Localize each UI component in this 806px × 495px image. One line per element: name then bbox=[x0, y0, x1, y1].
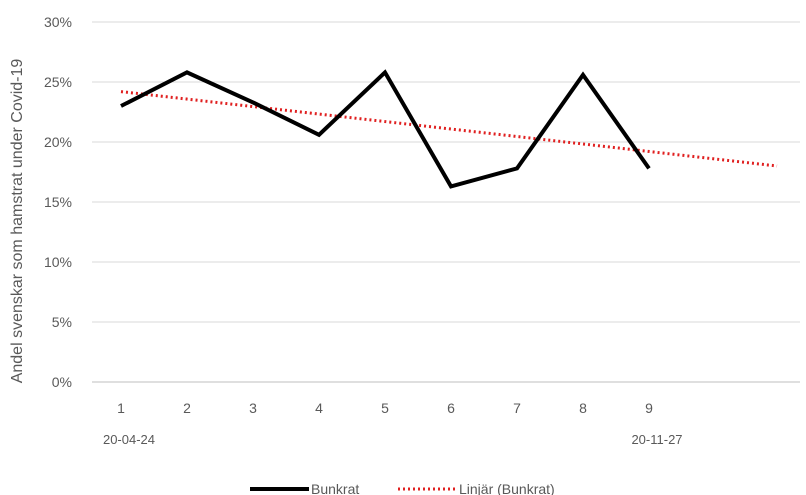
x-tick-label: 8 bbox=[579, 400, 587, 416]
trendline-linear bbox=[120, 90, 778, 168]
legend-label-trendline: Linjär (Bunkrat) bbox=[459, 481, 555, 495]
x-tick-label: 9 bbox=[645, 400, 653, 416]
series-line-bunkrat bbox=[120, 69, 651, 189]
x-tick-label: 5 bbox=[381, 400, 389, 416]
x-tick-label: 2 bbox=[183, 400, 191, 416]
x-axis-ticks: 1 2 3 4 5 6 7 8 9 bbox=[117, 400, 653, 416]
x-date-label: 20-04-24 bbox=[103, 432, 155, 447]
x-tick-label: 6 bbox=[447, 400, 455, 416]
y-axis-title: Andel svenskar som hamstrat under Covid-… bbox=[9, 59, 26, 384]
y-tick-label: 5% bbox=[52, 314, 72, 330]
y-tick-label: 20% bbox=[44, 134, 72, 150]
y-tick-label: 0% bbox=[52, 374, 72, 390]
legend: Bunkrat Linjär (Bunkrat) bbox=[250, 481, 555, 495]
x-tick-label: 1 bbox=[117, 400, 125, 416]
x-tick-label: 7 bbox=[513, 400, 521, 416]
x-tick-label: 3 bbox=[249, 400, 257, 416]
x-axis-date-labels: 20-04-24 20-11-27 bbox=[103, 432, 683, 447]
x-tick-label: 4 bbox=[315, 400, 323, 416]
y-tick-label: 10% bbox=[44, 254, 72, 270]
legend-label-bunkrat: Bunkrat bbox=[311, 481, 359, 495]
y-tick-label: 15% bbox=[44, 194, 72, 210]
y-axis-ticks: 0% 5% 10% 15% 20% 25% 30% bbox=[44, 14, 72, 390]
y-tick-label: 25% bbox=[44, 74, 72, 90]
x-date-label: 20-11-27 bbox=[631, 432, 682, 447]
y-tick-label: 30% bbox=[44, 14, 72, 30]
